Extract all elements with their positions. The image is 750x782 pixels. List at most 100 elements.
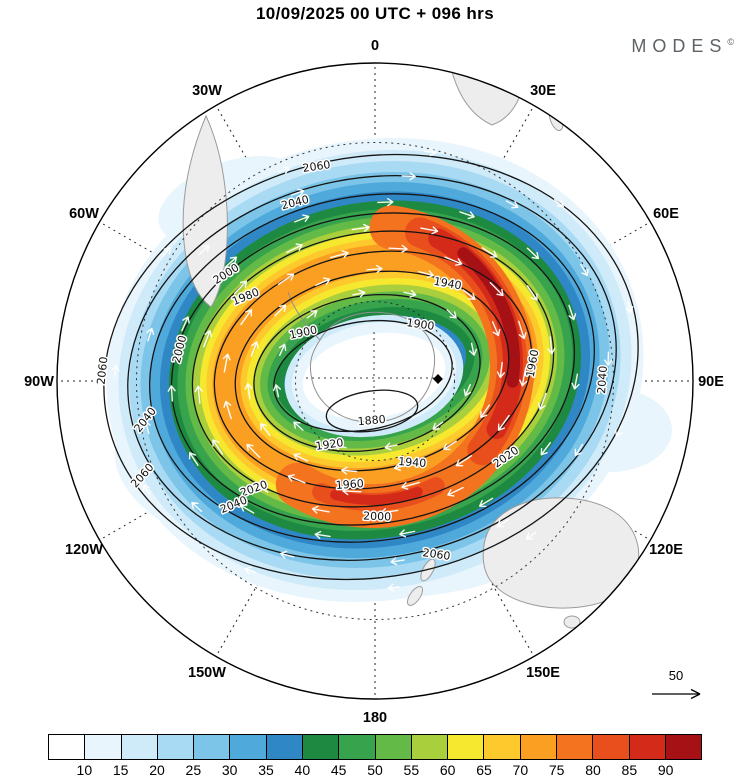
wind-arrow: [280, 550, 295, 559]
wind-arrow: [306, 310, 318, 319]
wind-arrow: [286, 243, 303, 254]
wind-arrow: [380, 508, 399, 517]
contour-line: [273, 319, 453, 433]
longitude-labels-layer: 0 30E 60E 90E 120E 150E 180 150W 120W 90W 60W 30W: [24, 38, 724, 726]
wind-arrow: [181, 316, 190, 332]
colorbar-cell: [49, 735, 86, 759]
contour-label: 1920: [315, 436, 345, 453]
colorbar-cell: [266, 735, 303, 759]
wind-arrow: [142, 420, 151, 435]
colorbar-cell: [85, 735, 122, 759]
wind-arrow: [198, 244, 210, 256]
antarctica-coastline: [309, 311, 436, 423]
wind-arrow: [403, 289, 417, 298]
wind-arrow: [399, 529, 416, 538]
wind-arrow: [333, 442, 347, 451]
wind-arrow: [496, 361, 506, 379]
reference-vector: 50: [652, 668, 701, 700]
wind-arrows-layer: [111, 148, 634, 592]
logo-text: MODES: [631, 36, 728, 56]
colorbar-cell: [194, 735, 231, 759]
wind-arrow: [568, 304, 577, 321]
colorbar-tick-label: 85: [621, 762, 638, 778]
meridian-line: [99, 221, 376, 382]
wind-arrow: [194, 385, 203, 404]
latitude-circle: [295, 301, 455, 461]
contour-line: [191, 230, 555, 508]
meridian-line: [374, 380, 535, 657]
wind-arrow: [240, 309, 253, 326]
wind-arrow: [222, 353, 231, 373]
wind-arrow: [377, 198, 394, 207]
colorbar-cell: [121, 735, 158, 759]
meridian-line: [215, 105, 376, 382]
wind-arrow: [424, 148, 437, 157]
colorbar-tick-labels: 10 15 20 25 30 35 40 45 50 55 60 65 70 75 80 85 90: [48, 760, 702, 778]
contour-label: 2040: [595, 365, 610, 394]
wind-arrow: [233, 280, 248, 295]
longitude-label: 30E: [530, 83, 556, 99]
meridian-line: [215, 380, 376, 657]
wind-arrow: [393, 463, 410, 472]
contour-line: [234, 270, 510, 472]
colorbar-tick-label: 80: [585, 762, 601, 778]
wind-arrow: [252, 482, 269, 493]
contour-label: 2060: [95, 356, 111, 385]
longitude-label: 150W: [188, 665, 226, 681]
contour-label: 2000: [363, 510, 391, 524]
polar-map: 2060204020001980194019001900206020002040…: [24, 38, 724, 726]
wind-arrow: [526, 247, 540, 260]
colorbar-cell: [665, 735, 702, 759]
wind-arrow: [553, 199, 564, 208]
wind-arrow: [496, 518, 510, 528]
wind-arrow: [240, 504, 255, 514]
wind-arrow: [537, 392, 547, 410]
page-title: 10/09/2025 00 UTC + 096 hrs: [255, 4, 495, 23]
contour-label: 1880: [357, 413, 386, 428]
colorbar-cell: [484, 735, 521, 759]
colorbar-cell: [339, 735, 376, 759]
colorbar: 10 15 20 25 30 35 40 45 50 55 60 65 70 75 80 85 90: [48, 734, 702, 778]
longitude-label: 30W: [192, 83, 222, 99]
wind-arrow: [574, 443, 584, 457]
wind-arrow: [224, 256, 238, 268]
wind-arrow: [146, 327, 155, 342]
colorbar-tick-label: 20: [149, 762, 165, 778]
wind-arrow: [418, 270, 435, 279]
contour-line: [170, 212, 576, 526]
longitude-label: 60E: [653, 206, 679, 222]
wind-arrow: [519, 367, 528, 387]
wind-arrow: [387, 583, 400, 592]
wind-arrow: [293, 452, 309, 462]
colorbar-cell: [629, 735, 666, 759]
colorbar-cell: [556, 735, 594, 759]
logo-copyright-icon: ©: [727, 37, 734, 47]
wind-arrow: [468, 342, 478, 356]
longitude-label: 150E: [526, 665, 560, 681]
wind-arrow: [142, 484, 151, 496]
contour-line: [127, 175, 617, 561]
wind-arrow: [447, 486, 464, 497]
colorbar-cell: [411, 735, 449, 759]
wind-arrow: [479, 497, 494, 508]
wind-arrow: [293, 421, 304, 431]
south-america-landmass: [182, 114, 228, 308]
colorbar-tick-label: 10: [76, 762, 93, 778]
wind-arrow: [463, 383, 472, 397]
wind-arrow: [459, 211, 475, 220]
wind-arrow: [604, 351, 613, 366]
wind-arrow: [571, 373, 580, 390]
wind-arrow: [502, 445, 517, 460]
wind-arrow: [401, 481, 421, 490]
wind-arrow: [388, 244, 408, 253]
contour-label: 1940: [398, 455, 427, 470]
wind-arrow: [167, 385, 176, 402]
contour-label: 2060: [302, 158, 332, 175]
wind-arrow: [244, 566, 257, 575]
wind-arrow: [489, 281, 504, 297]
wind-arrow: [384, 442, 398, 451]
wind-arrow: [341, 466, 358, 475]
wind-speed-shading-band: [106, 137, 672, 603]
wind-arrow: [420, 226, 439, 235]
wind-arrow: [614, 425, 623, 437]
